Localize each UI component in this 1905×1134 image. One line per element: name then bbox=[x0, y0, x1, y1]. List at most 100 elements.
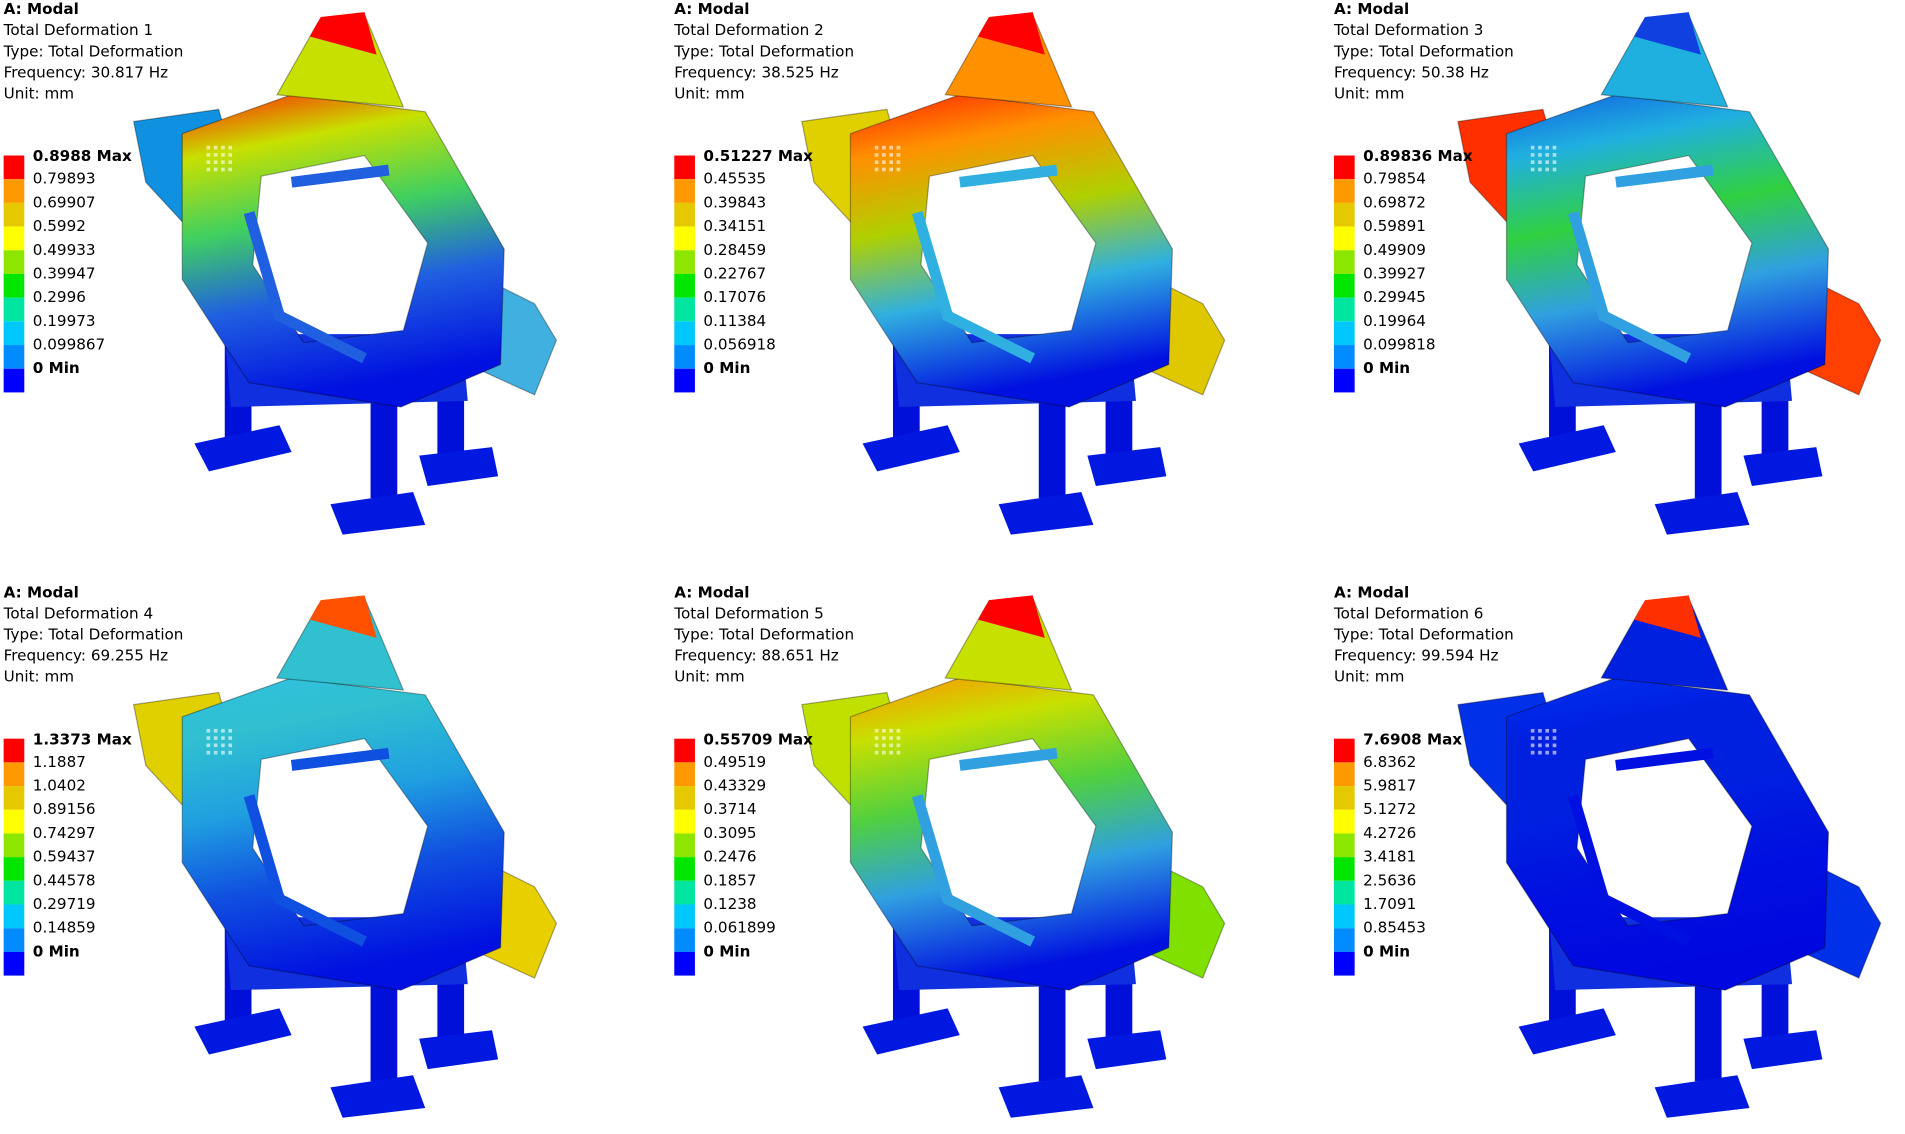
inner-frame bbox=[243, 164, 390, 364]
header-title: A: Modal bbox=[4, 0, 79, 18]
header-type: Type: Total Deformation bbox=[673, 625, 854, 643]
legend-swatch bbox=[1333, 273, 1355, 298]
result-panel: A: Modal Total Deformation 1 Type: Total D… bbox=[3, 0, 558, 535]
hole bbox=[1552, 153, 1557, 157]
legend-label: 0.099867 bbox=[33, 336, 105, 354]
legend-swatch bbox=[3, 345, 25, 369]
header-title: A: Modal bbox=[1334, 583, 1409, 601]
header-name: Total Deformation 5 bbox=[673, 604, 823, 622]
hole bbox=[206, 167, 211, 172]
hole bbox=[221, 153, 225, 157]
legend-label: 1.7091 bbox=[1363, 895, 1416, 913]
hole bbox=[221, 743, 225, 748]
legend-swatch bbox=[1333, 880, 1355, 905]
header-name: Total Deformation 1 bbox=[3, 21, 153, 39]
legend-swatch bbox=[674, 738, 695, 763]
header-frequency: Frequency: 30.817 Hz bbox=[4, 63, 169, 81]
hole bbox=[896, 728, 901, 733]
legend-label: 0.22767 bbox=[703, 264, 766, 282]
top-peak bbox=[309, 12, 377, 55]
hole bbox=[221, 145, 225, 150]
base bbox=[1087, 447, 1167, 486]
legend-label: 0.69907 bbox=[33, 193, 96, 211]
header-frequency: Frequency: 69.255 Hz bbox=[4, 646, 169, 664]
header-title: A: Modal bbox=[674, 0, 749, 18]
legend-swatch bbox=[3, 951, 25, 976]
legend-label: 0.2996 bbox=[33, 288, 86, 306]
hole bbox=[228, 160, 233, 165]
header-name: Total Deformation 2 bbox=[673, 21, 823, 39]
hole bbox=[1552, 160, 1557, 165]
top-peak bbox=[978, 12, 1045, 55]
legend-label: 0.79854 bbox=[1363, 170, 1426, 188]
hole bbox=[213, 743, 218, 748]
base bbox=[194, 1008, 292, 1055]
hole bbox=[206, 750, 211, 755]
hole bbox=[221, 167, 225, 172]
legend-label: 0.89836 Max bbox=[1363, 147, 1473, 165]
hole bbox=[1538, 743, 1542, 748]
hole bbox=[882, 743, 886, 748]
legend-swatch bbox=[3, 297, 25, 322]
hole bbox=[882, 728, 886, 733]
hole bbox=[213, 736, 218, 740]
legend-swatch bbox=[674, 786, 695, 810]
base bbox=[330, 492, 426, 535]
base bbox=[1087, 1030, 1167, 1070]
legend-swatch bbox=[1333, 155, 1355, 180]
base bbox=[419, 1030, 499, 1070]
legend-label: 6.8362 bbox=[1363, 753, 1416, 771]
ring bbox=[181, 677, 505, 991]
hole bbox=[213, 728, 218, 733]
hole bbox=[221, 736, 225, 740]
legend-label: 0 Min bbox=[703, 359, 750, 377]
hole bbox=[874, 736, 879, 740]
result-panel: A: Modal Total Deformation 3 Type: Total D… bbox=[1333, 0, 1882, 535]
hole bbox=[896, 145, 901, 150]
hole bbox=[228, 750, 233, 755]
legend-label: 0.8988 Max bbox=[33, 147, 132, 165]
legend-label: 0.49933 bbox=[33, 241, 96, 259]
hole bbox=[882, 145, 886, 150]
hole bbox=[889, 736, 893, 740]
hole bbox=[874, 728, 879, 733]
hole bbox=[1545, 160, 1550, 165]
hole bbox=[206, 153, 211, 157]
legend-swatch bbox=[1333, 738, 1355, 763]
legend-swatch bbox=[1333, 321, 1355, 346]
header-frequency: Frequency: 38.525 Hz bbox=[674, 63, 839, 81]
legend-swatch bbox=[674, 857, 695, 881]
legend-label: 0.11384 bbox=[703, 312, 766, 330]
hole bbox=[228, 736, 233, 740]
hole bbox=[221, 750, 225, 755]
hole bbox=[1530, 153, 1535, 157]
hole bbox=[228, 145, 233, 150]
base bbox=[862, 425, 960, 472]
legend-swatch bbox=[1333, 226, 1355, 251]
legend-label: 2.5636 bbox=[1363, 871, 1416, 889]
hole bbox=[1530, 167, 1535, 172]
legend-swatch bbox=[3, 155, 25, 180]
hole bbox=[206, 145, 211, 150]
legend-label: 0.39927 bbox=[1363, 264, 1426, 282]
base bbox=[1743, 447, 1823, 486]
legend-swatch bbox=[674, 202, 695, 227]
header-unit: Unit: mm bbox=[4, 84, 74, 102]
hole bbox=[213, 145, 218, 150]
legend-label: 0.69872 bbox=[1363, 193, 1426, 211]
header-unit: Unit: mm bbox=[674, 667, 744, 685]
legend-swatch bbox=[3, 857, 25, 881]
legend-label: 0 Min bbox=[33, 359, 80, 377]
base bbox=[330, 1075, 426, 1118]
legend-label: 0.19964 bbox=[1363, 312, 1426, 330]
legend-swatch bbox=[3, 250, 25, 274]
hole bbox=[1552, 743, 1557, 748]
hole bbox=[1530, 145, 1535, 150]
legend-swatch bbox=[674, 250, 695, 274]
header-frequency: Frequency: 88.651 Hz bbox=[674, 646, 839, 664]
legend-label: 0.49519 bbox=[703, 753, 766, 771]
header-name: Total Deformation 3 bbox=[1333, 21, 1483, 39]
legend-swatch bbox=[674, 928, 695, 952]
legend-swatch bbox=[3, 738, 25, 763]
